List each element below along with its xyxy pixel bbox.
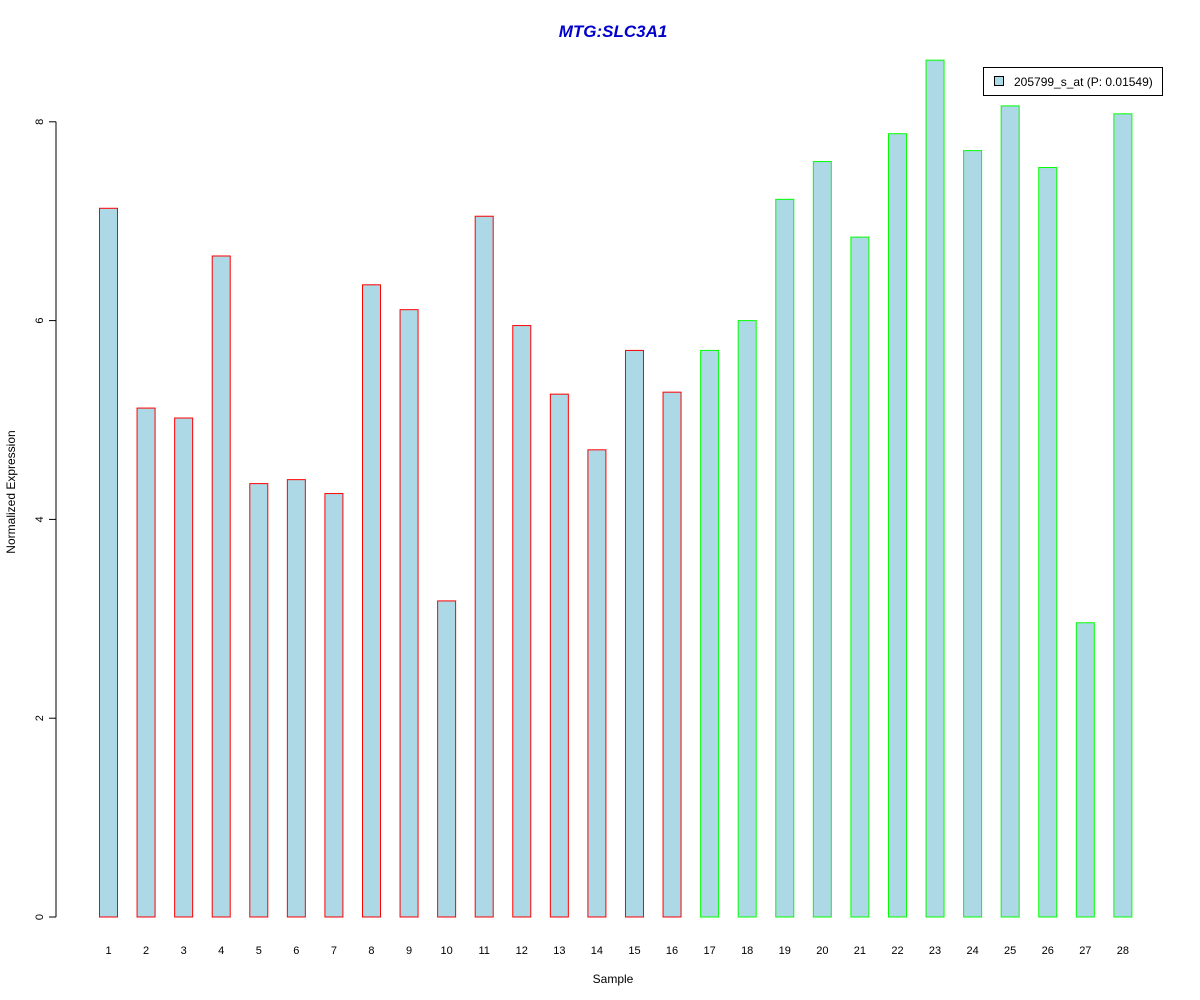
- y-tick-label: 4: [34, 516, 46, 522]
- bar: [662, 391, 682, 918]
- x-tick-label: 24: [966, 945, 978, 957]
- x-tick-label: 2: [143, 945, 149, 957]
- x-tick-label: 7: [331, 945, 337, 957]
- x-tick-label: 13: [553, 945, 565, 957]
- x-tick-label: 20: [816, 945, 828, 957]
- bar: [963, 150, 983, 918]
- y-axis-label: Normalized Expression: [4, 430, 18, 553]
- x-tick-label: 8: [368, 945, 374, 957]
- y-axis: 0 2 4 6 8: [34, 119, 57, 920]
- x-tick-label: 12: [516, 945, 528, 957]
- x-tick-label: 15: [628, 945, 640, 957]
- y-tick-label: 8: [34, 119, 46, 125]
- bar: [775, 198, 795, 918]
- y-tick-label: 0: [34, 914, 46, 920]
- legend-box: [983, 67, 1163, 96]
- bar: [549, 393, 569, 918]
- x-tick-label: 26: [1042, 945, 1054, 957]
- bar: [737, 320, 757, 918]
- legend: 205799_s_at (P: 0.01549): [983, 67, 1163, 96]
- x-tick-label: 1: [105, 945, 111, 957]
- bar: [361, 284, 381, 918]
- x-tick-label: 3: [181, 945, 187, 957]
- x-tick-label: 19: [779, 945, 791, 957]
- bar: [324, 493, 344, 918]
- x-tick-label: 22: [891, 945, 903, 957]
- bar: [1075, 622, 1095, 918]
- bar: [399, 309, 419, 918]
- bar: [624, 349, 644, 918]
- x-tick-label: 10: [441, 945, 453, 957]
- x-tick-label: 28: [1117, 945, 1129, 957]
- x-tick-label: 14: [591, 945, 603, 957]
- legend-label: 205799_s_at (P: 0.01549): [1014, 75, 1153, 89]
- bar: [1038, 167, 1058, 918]
- x-tick-label: 9: [406, 945, 412, 957]
- x-axis-label: Sample: [593, 972, 634, 986]
- legend-swatch: [994, 76, 1004, 86]
- bar: [437, 600, 457, 918]
- bar: [474, 215, 494, 918]
- x-tick-label: 23: [929, 945, 941, 957]
- bar: [249, 483, 269, 918]
- bar: [286, 479, 306, 918]
- x-tick-label: 21: [854, 945, 866, 957]
- x-tick-label: 5: [256, 945, 262, 957]
- bar: [1000, 105, 1020, 918]
- bar: [812, 161, 832, 918]
- x-axis-ticks: 1 2 3 4 5 6 7 8 9 10 11 12 13 14 15 16 17 18 19 20 21 22 23 24 2…: [105, 945, 1129, 957]
- bar: [99, 207, 118, 918]
- x-tick-label: 17: [703, 945, 715, 957]
- chart-title: MTG:SLC3A1: [559, 22, 668, 41]
- bar: [174, 417, 194, 918]
- bar: [1113, 113, 1133, 918]
- bars: [99, 59, 1133, 918]
- bar: [136, 407, 156, 918]
- bar: [850, 236, 870, 918]
- y-tick-label: 6: [34, 318, 46, 324]
- bar: [925, 59, 945, 918]
- x-tick-label: 4: [218, 945, 224, 957]
- y-tick-label: 2: [34, 715, 46, 721]
- x-tick-label: 6: [293, 945, 299, 957]
- x-tick-label: 27: [1079, 945, 1091, 957]
- bar: [211, 255, 231, 918]
- bar: [887, 133, 907, 918]
- bar: [587, 449, 607, 918]
- x-tick-label: 25: [1004, 945, 1016, 957]
- x-tick-label: 16: [666, 945, 678, 957]
- x-tick-label: 18: [741, 945, 753, 957]
- bar: [512, 325, 532, 918]
- x-tick-label: 11: [478, 945, 489, 957]
- bar: [700, 349, 720, 918]
